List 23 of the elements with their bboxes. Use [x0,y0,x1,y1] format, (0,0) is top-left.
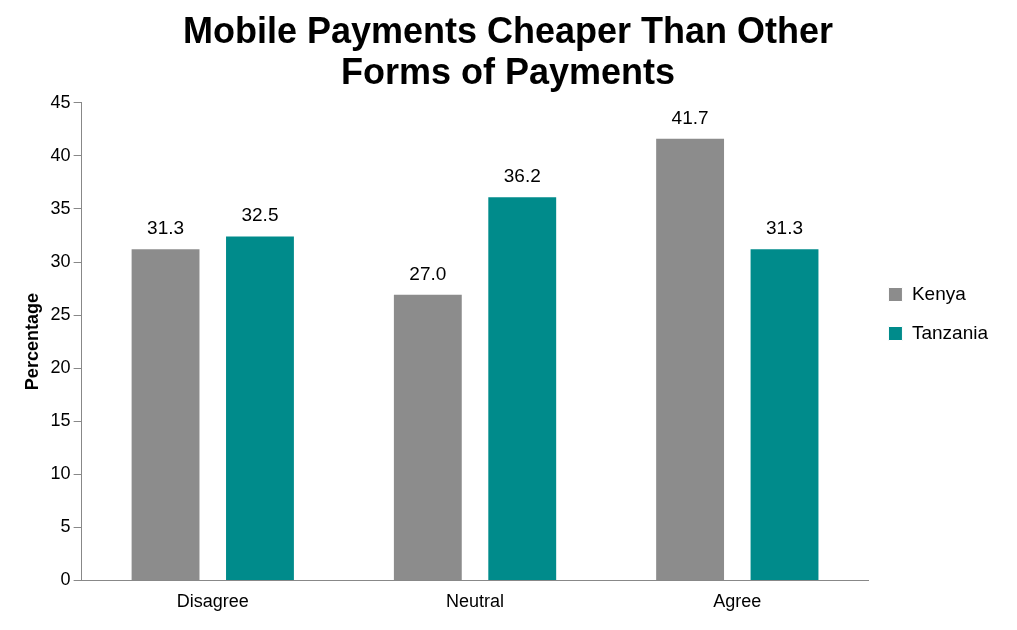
y-axis-title: Percentage [21,293,42,391]
chart-title: Mobile Payments Cheaper Than Other Forms of Payments [182,9,834,93]
data-label: 31.3 [766,216,804,238]
y-tick-label: 15 [50,410,71,431]
data-label: 32.5 [241,204,279,226]
y-tick-label: 20 [50,357,71,378]
legend-label: Kenya [911,282,967,304]
x-tick-label: Agree [713,591,762,612]
data-label: 31.3 [147,216,185,238]
y-tick-label: 0 [60,569,71,590]
x-tick-label: Neutral [446,591,505,612]
y-tick-label: 40 [50,144,71,165]
y-tick-label: 35 [50,197,71,218]
y-tick-label: 30 [50,250,71,271]
data-label: 36.2 [503,164,541,186]
data-label: 41.7 [671,106,709,128]
y-tick-label: 45 [50,91,71,112]
data-label: 27.0 [409,262,447,284]
y-tick-label: 10 [50,463,71,484]
legend-label: Tanzania [911,321,989,343]
x-tick-label: Disagree [176,591,249,612]
y-tick-label: 5 [60,516,71,537]
y-tick-label: 25 [50,304,71,325]
